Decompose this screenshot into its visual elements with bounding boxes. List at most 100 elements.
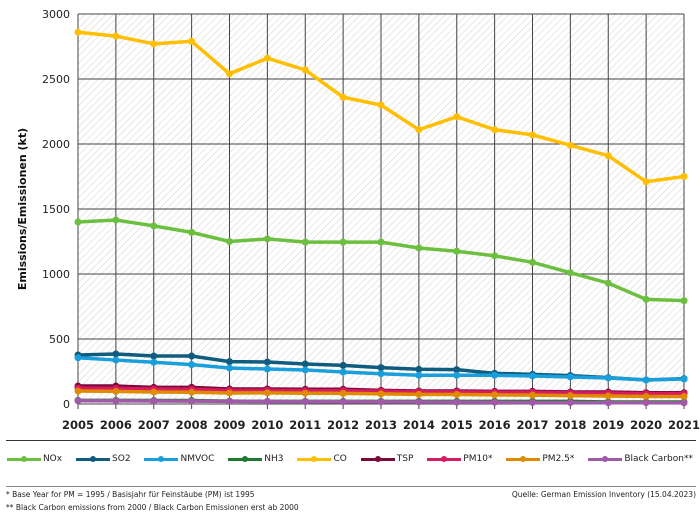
x-tick-label: 2011	[289, 418, 321, 432]
data-point	[453, 371, 461, 379]
data-point	[112, 387, 120, 395]
x-tick-label: 2016	[479, 418, 511, 432]
data-point	[377, 364, 385, 372]
legend-label: PM2.5*	[542, 454, 575, 464]
x-tick-label: 2021	[668, 418, 700, 432]
legend-item: NH3	[228, 454, 284, 464]
data-point	[74, 354, 82, 362]
data-point	[301, 366, 309, 374]
legend-swatch	[588, 455, 623, 462]
data-point	[566, 269, 574, 277]
data-point	[263, 398, 271, 406]
x-tick-label: 2013	[365, 418, 397, 432]
legend-item: PM10*	[427, 454, 492, 464]
legend-swatch	[360, 455, 395, 462]
data-point	[339, 361, 347, 369]
data-point	[453, 391, 461, 399]
data-point	[453, 398, 461, 406]
legend-swatch	[76, 455, 111, 462]
data-point	[150, 40, 158, 48]
series-co	[74, 28, 688, 186]
y-tick-label: 2500	[42, 73, 70, 86]
data-point	[226, 238, 233, 245]
x-tick-label: 2007	[138, 418, 170, 432]
x-tick-label: 2010	[251, 418, 283, 432]
data-point	[529, 131, 536, 139]
data-point	[188, 397, 196, 405]
data-point	[680, 297, 688, 305]
data-point	[226, 389, 233, 397]
x-tick-label: 2019	[592, 418, 624, 432]
data-point	[263, 365, 271, 373]
legend: NOx SO2 NMVOC NH3 CO TSP PM10* PM2.5* Black Carb…	[0, 454, 700, 464]
data-point	[339, 238, 347, 246]
data-point	[339, 93, 347, 101]
data-point	[604, 399, 612, 407]
data-point	[415, 390, 423, 398]
data-point	[566, 373, 574, 381]
data-point	[377, 101, 385, 109]
data-point	[150, 352, 158, 360]
legend-label: SO2	[112, 454, 131, 464]
data-point	[529, 398, 536, 406]
data-point	[263, 54, 271, 62]
legend-label: Black Carbon**	[624, 454, 693, 464]
data-point	[263, 389, 271, 397]
legend-swatch	[6, 455, 41, 462]
data-point	[226, 364, 233, 372]
data-point	[188, 228, 196, 236]
legend-swatch	[297, 455, 332, 462]
y-tick-label: 0	[63, 398, 70, 411]
data-point	[377, 238, 385, 246]
series-nmvoc	[74, 354, 688, 384]
y-axis-label: Emissions/Emissionen (kt)	[16, 128, 29, 290]
data-point	[642, 178, 650, 186]
data-point	[604, 152, 612, 160]
y-tick-label: 1500	[42, 203, 70, 216]
data-point	[642, 399, 650, 407]
legend-item: PM2.5*	[506, 454, 574, 464]
line-chart: 0 500 1000 1500 2000 2500 3000 2005 2006 2007 2008…	[16, 8, 700, 432]
data-point	[301, 238, 309, 246]
data-point	[263, 235, 271, 243]
data-point	[642, 392, 650, 400]
data-point	[263, 358, 271, 366]
data-point	[604, 374, 612, 382]
data-point	[150, 358, 158, 366]
legend-swatch	[506, 455, 541, 462]
data-point	[491, 126, 499, 134]
legend-label: NOx	[42, 454, 63, 464]
data-point	[680, 173, 688, 180]
legend-swatch	[228, 455, 263, 462]
source-note: Quelle: German Emission Inventory (15.04…	[511, 490, 696, 499]
x-tick-label: 2014	[403, 418, 435, 432]
data-point	[604, 392, 612, 400]
footnote-black-carbon: ** Black Carbon emissions from 2000 / Bl…	[6, 503, 299, 512]
data-point	[112, 32, 120, 40]
data-point	[226, 358, 233, 366]
legend-item: TSP	[360, 454, 414, 464]
legend-item: CO	[297, 454, 347, 464]
data-point	[150, 222, 158, 230]
data-point	[112, 356, 120, 364]
data-point	[415, 244, 423, 252]
data-point	[112, 397, 120, 405]
data-point	[453, 247, 461, 255]
x-tick-label: 2020	[630, 418, 662, 432]
legend-label: TSP	[396, 454, 414, 464]
data-point	[415, 371, 423, 379]
data-point	[680, 392, 688, 400]
data-point	[188, 352, 196, 360]
legend-label: NH3	[264, 454, 284, 464]
data-point	[188, 361, 196, 369]
data-point	[377, 370, 385, 378]
legend-item: Black Carbon**	[588, 454, 693, 464]
x-tick-label: 2005	[62, 418, 94, 432]
data-point	[642, 295, 650, 303]
data-point	[377, 398, 385, 406]
data-point	[377, 390, 385, 398]
data-point	[74, 218, 82, 226]
data-point	[188, 388, 196, 396]
x-tick-label: 2008	[176, 418, 208, 432]
